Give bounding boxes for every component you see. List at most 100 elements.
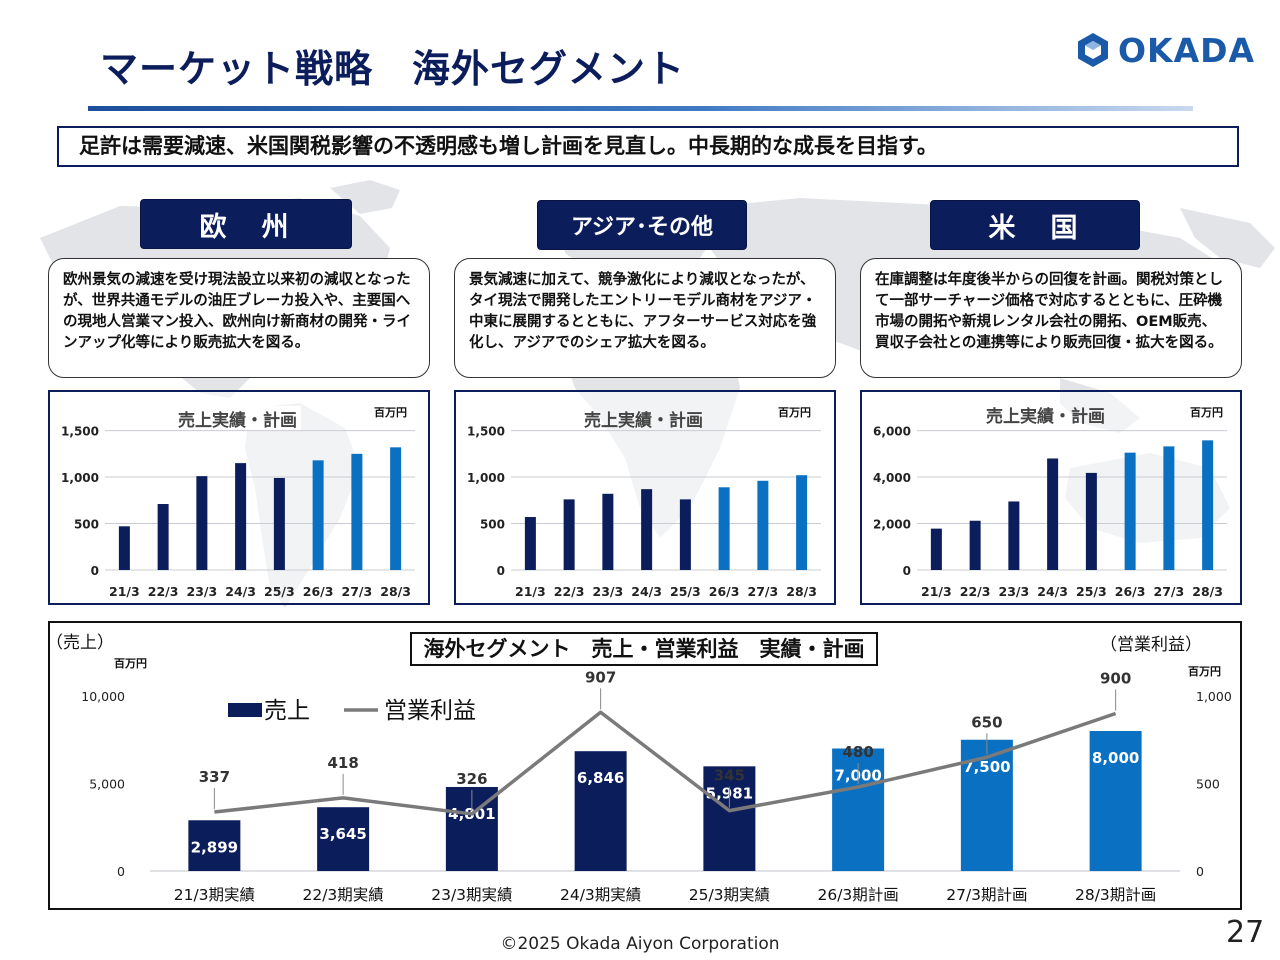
- x-tick-label: 22/3期実績: [302, 886, 383, 904]
- usa-sales-chart: 売上実績・計画 百万円 0 2,000 4,000 6,000 21/3 22/3 23/3…: [860, 390, 1242, 605]
- segment-sales-profit-chart: 0 5,000 10,000 0 500 1,000 2,899 21/3期実績 3,645 22…: [48, 621, 1242, 910]
- x-tick-label: 28/3: [786, 584, 817, 599]
- x-tick-label: 27/3期計画: [946, 886, 1027, 904]
- chart-title: 売上実績・計画: [174, 406, 301, 431]
- left-y-tick-label: 10,000: [81, 689, 125, 704]
- x-tick-label: 26/3: [303, 584, 334, 599]
- legend-sales-swatch: [228, 703, 262, 717]
- legend-sales-label: 売上: [264, 698, 310, 724]
- region-label-europe: 欧 州: [140, 199, 352, 249]
- x-tick-label: 28/3期計画: [1075, 886, 1156, 904]
- x-tick-label: 26/3: [709, 584, 740, 599]
- bar: [273, 477, 285, 570]
- x-tick-label: 22/3: [554, 584, 585, 599]
- bar: [1085, 472, 1097, 570]
- europe-sales-chart: 売上実績・計画 百万円 0 500 1,000 1,500 21/3 22/3 23/3 24…: [48, 390, 430, 605]
- y-tick-label: 500: [480, 518, 505, 532]
- y-tick-label: 1,500: [61, 425, 99, 439]
- bar: [796, 475, 808, 570]
- x-tick-label: 24/3: [225, 584, 256, 599]
- sales-bar: [188, 820, 241, 871]
- y-tick-label: 2,000: [873, 518, 911, 532]
- x-tick-label: 23/3: [593, 584, 624, 599]
- left-y-tick-label: 0: [117, 864, 125, 879]
- title-underline: [88, 106, 1193, 111]
- right-axis-unit: 百万円: [1188, 665, 1221, 678]
- bar: [641, 489, 653, 570]
- chart-plot: 0 2,000 4,000 6,000 21/3 22/3 23/3 24/3 25/3 26/3…: [873, 425, 1227, 599]
- x-tick-label: 27/3: [342, 584, 373, 599]
- y-tick-label: 4,000: [873, 471, 911, 485]
- operating-profit-line: [214, 710, 1117, 816]
- left-axis-unit: 百万円: [114, 657, 147, 670]
- chart-unit: 百万円: [1190, 406, 1223, 419]
- sales-bar-label: 8,000: [1092, 749, 1139, 767]
- lead-message: 足許は需要減速、米国関税影響の不透明感も増し計画を見直し。中長期的な成長を目指す…: [57, 126, 1239, 167]
- x-tick-label: 23/3: [187, 584, 218, 599]
- bar: [969, 520, 981, 570]
- asia-sales-chart: 売上実績・計画 百万円 0 500 1,000 1,500 21/3 22/3 23/3 24…: [454, 390, 836, 605]
- profit-label: 326: [456, 770, 487, 788]
- y-tick-label: 6,000: [873, 425, 911, 439]
- profit-label: 337: [199, 768, 230, 786]
- y-tick-label: 1,000: [61, 471, 99, 485]
- profit-label: 418: [327, 754, 358, 772]
- x-tick-label: 26/3期計画: [817, 886, 898, 904]
- region-text-europe: 欧州景気の減速を受け現法設立以来初の減収となったが、世界共通モデルの油圧ブレーカ…: [48, 258, 430, 378]
- page-number: 27: [1226, 915, 1265, 950]
- x-tick-label: 21/3: [109, 584, 140, 599]
- bar: [930, 528, 942, 570]
- page-title: マーケット戦略 海外セグメント: [100, 47, 686, 91]
- okada-logo: OKADA: [1076, 30, 1255, 70]
- region-label-usa: 米 国: [930, 200, 1140, 250]
- x-tick-label: 28/3: [1192, 584, 1223, 599]
- profit-label: 480: [842, 743, 873, 761]
- bar: [1047, 458, 1059, 570]
- y-tick-label: 1,500: [467, 425, 505, 439]
- bar: [157, 504, 169, 570]
- profit-label: 900: [1100, 670, 1131, 688]
- combo-chart-title: 海外セグメント 売上・営業利益 実績・計画: [410, 632, 878, 666]
- chart-plot: 0 500 1,000 1,500 21/3 22/3 23/3 24/3 25/3 26/3 27…: [61, 425, 415, 599]
- sales-bar-label: 7,500: [963, 758, 1010, 776]
- chart-title: 売上実績・計画: [986, 407, 1105, 427]
- x-tick-label: 25/3: [1076, 584, 1107, 599]
- chart-plot: 0 500 1,000 1,500 21/3 22/3 23/3 24/3 25/3 26/3 27…: [467, 425, 821, 599]
- x-tick-label: 24/3: [1037, 584, 1068, 599]
- x-tick-label: 21/3: [515, 584, 546, 599]
- y-tick-label: 500: [74, 518, 99, 532]
- bar: [1202, 440, 1214, 570]
- y-tick-label: 1,000: [467, 471, 505, 485]
- left-axis-label: （売上）: [46, 633, 114, 653]
- y-tick-label: 0: [497, 564, 505, 578]
- sales-bar: [703, 766, 756, 871]
- bar: [235, 463, 247, 570]
- sales-bar: [317, 807, 370, 871]
- chart-unit: 百万円: [778, 406, 811, 419]
- x-tick-label: 27/3: [748, 584, 779, 599]
- right-y-tick-label: 1,000: [1196, 689, 1232, 704]
- combo-chart-plot: 0 5,000 10,000 0 500 1,000 2,899 21/3期実績 3,645 22…: [81, 668, 1232, 904]
- x-tick-label: 24/3期実績: [560, 886, 641, 904]
- bar: [1124, 452, 1136, 570]
- sales-bar-label: 6,846: [577, 769, 624, 787]
- profit-label: 907: [585, 668, 616, 686]
- region-text-asia: 景気減速に加えて、競争激化により減収となったが、タイ現法で開発したエントリーモデ…: [454, 258, 836, 378]
- x-tick-label: 22/3: [148, 584, 179, 599]
- x-tick-label: 25/3: [264, 584, 295, 599]
- bar: [196, 476, 208, 570]
- profit-label: 345: [714, 767, 745, 785]
- x-tick-label: 26/3: [1115, 584, 1146, 599]
- bar: [679, 499, 691, 570]
- x-tick-label: 27/3: [1154, 584, 1185, 599]
- bar: [563, 499, 575, 570]
- bar: [602, 493, 614, 570]
- sales-bar-label: 2,899: [191, 838, 238, 856]
- x-tick-label: 28/3: [380, 584, 411, 599]
- x-tick-label: 23/3: [999, 584, 1030, 599]
- bar: [390, 447, 402, 570]
- bar: [1008, 501, 1020, 570]
- profit-label: 650: [971, 713, 1002, 731]
- x-tick-label: 25/3期実績: [689, 886, 770, 904]
- bar: [1163, 446, 1175, 570]
